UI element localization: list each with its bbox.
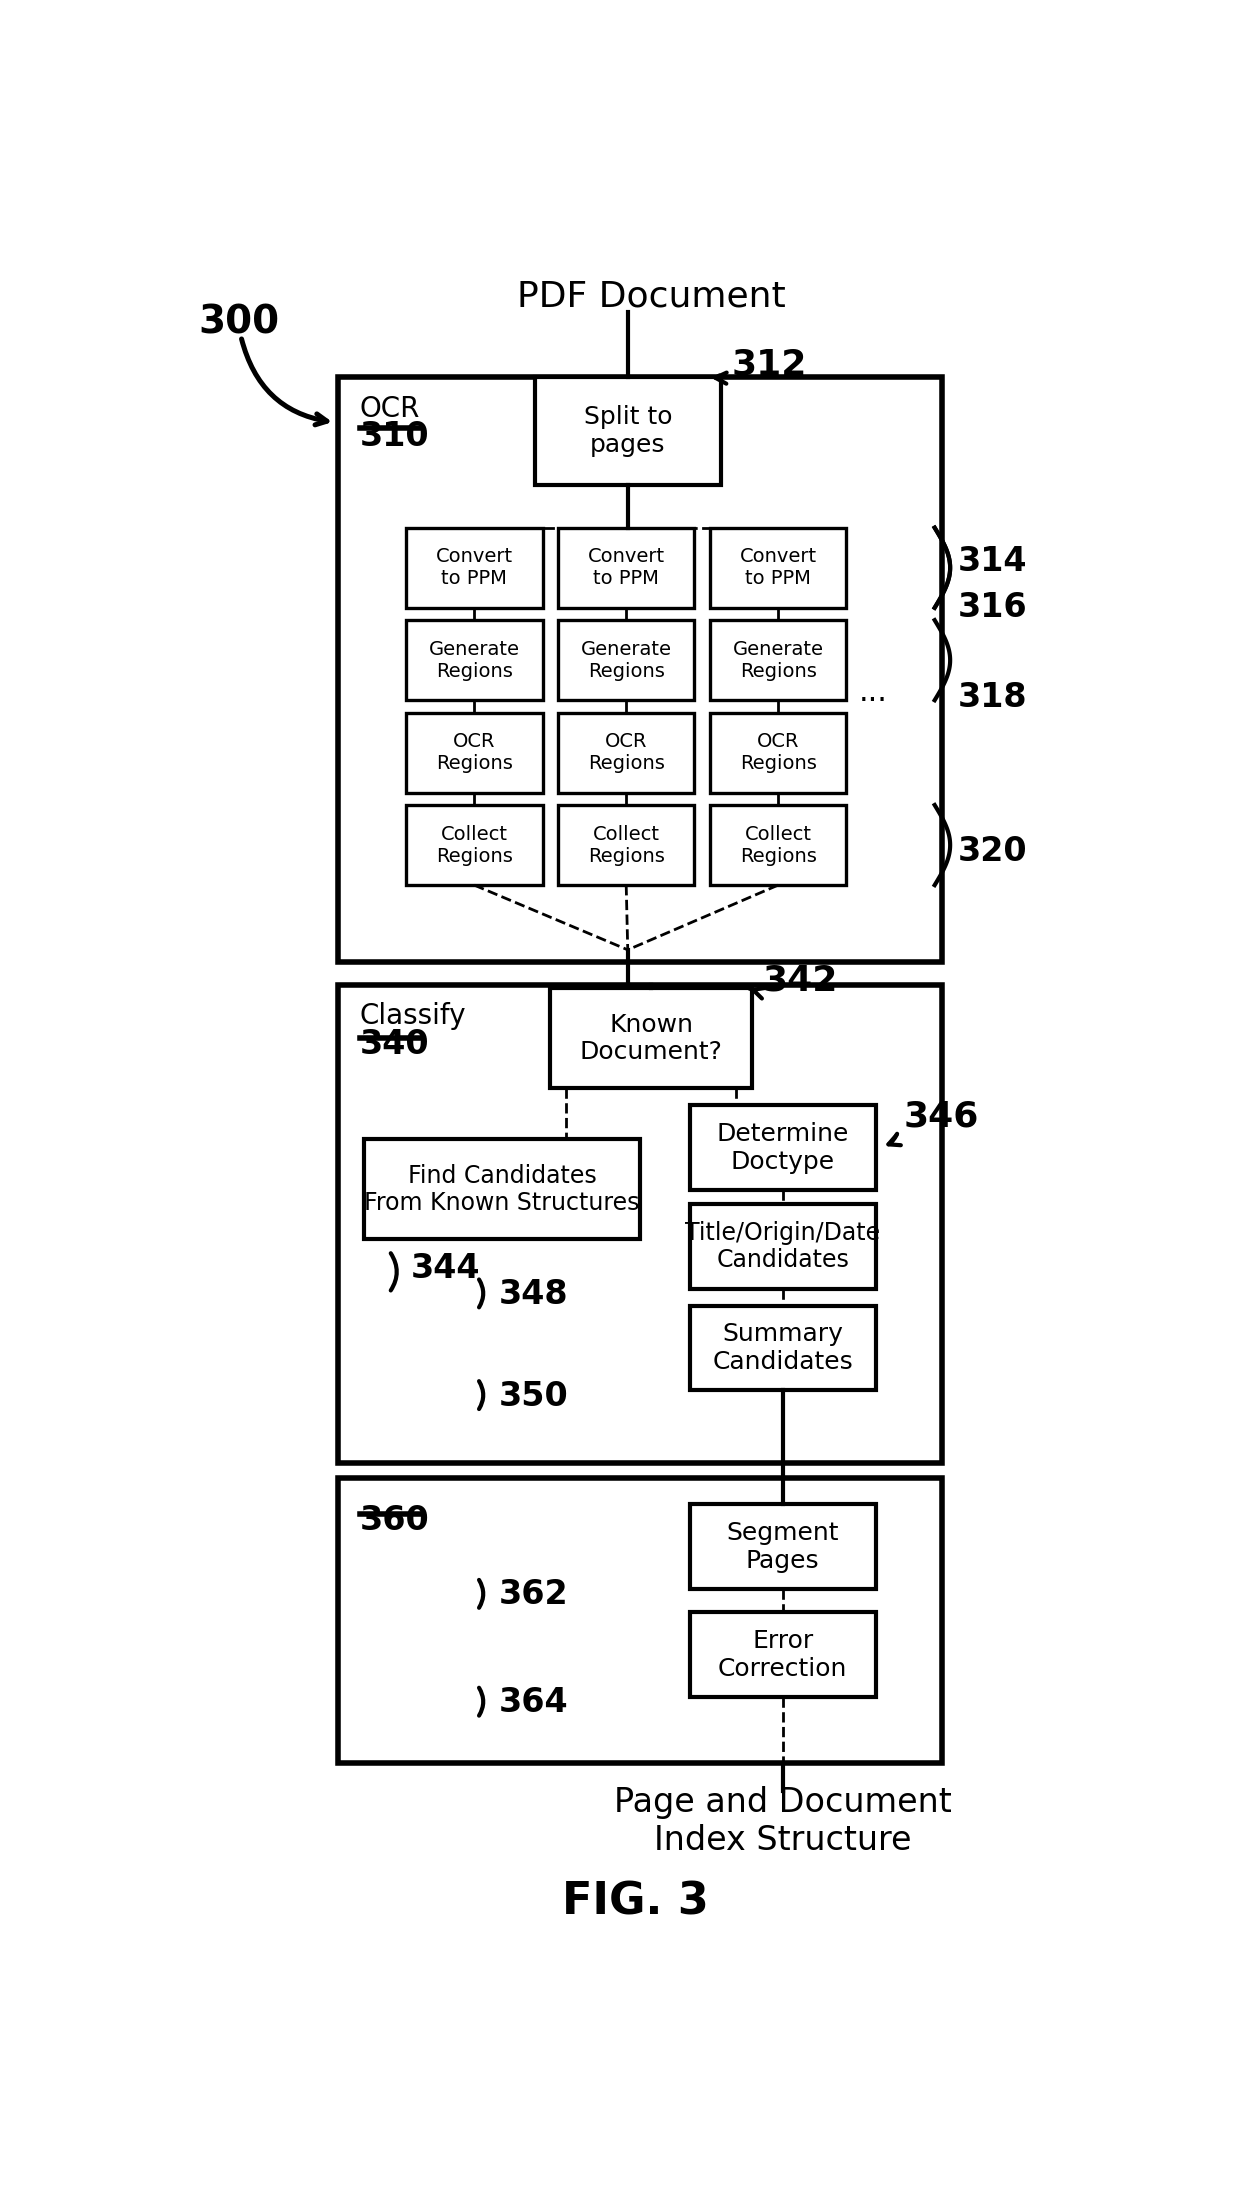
Bar [337,377,942,963]
Text: 318: 318 [957,681,1028,714]
Text: 340: 340 [360,1029,429,1062]
Bar [407,619,543,700]
Text: Segment
Pages: Segment Pages [727,1521,839,1572]
Bar [337,985,942,1462]
Bar [407,714,543,792]
Bar [551,989,751,1088]
Text: Split to
pages: Split to pages [584,405,672,458]
Text: Page and Document
Index Structure: Page and Document Index Structure [614,1786,951,1858]
Text: 342: 342 [763,963,838,998]
Text: ...: ... [858,679,888,707]
Text: 344: 344 [410,1252,480,1285]
Text: Convert
to PPM: Convert to PPM [588,547,665,589]
Bar [558,528,694,609]
Bar [689,1204,875,1289]
Text: 350: 350 [498,1379,569,1412]
Bar [709,619,846,700]
Text: Find Candidates
From Known Structures: Find Candidates From Known Structures [365,1165,640,1215]
Text: FIG. 3: FIG. 3 [562,1880,709,1924]
Text: Generate
Regions: Generate Regions [733,639,823,681]
Text: Known
Document?: Known Document? [579,1014,723,1064]
Text: PDF Document: PDF Document [517,280,785,313]
Bar [689,1105,875,1191]
Text: Error
Correction: Error Correction [718,1629,847,1681]
Text: Collect
Regions: Collect Regions [436,825,512,865]
Text: 314: 314 [957,545,1028,578]
Text: 300: 300 [198,304,279,341]
Text: Collect
Regions: Collect Regions [588,825,665,865]
Text: 360: 360 [360,1504,429,1537]
Bar [407,806,543,884]
Text: OCR
Regions: OCR Regions [740,731,816,773]
Bar [689,1613,875,1696]
Text: 310: 310 [360,420,429,453]
Bar [365,1138,640,1239]
Text: 312: 312 [732,348,807,381]
Text: Determine
Doctype: Determine Doctype [717,1123,849,1173]
Text: 320: 320 [957,834,1028,867]
Text: 348: 348 [498,1278,569,1311]
Bar [709,528,846,609]
Bar [558,806,694,884]
Bar [689,1504,875,1589]
Text: OCR
Regions: OCR Regions [588,731,665,773]
Bar [709,714,846,792]
Text: Generate
Regions: Generate Regions [580,639,672,681]
Text: Convert
to PPM: Convert to PPM [739,547,817,589]
Text: Summary
Candidates: Summary Candidates [712,1322,853,1375]
Text: 364: 364 [498,1686,569,1718]
Bar [534,377,720,484]
Text: 346: 346 [904,1099,980,1134]
Text: 362: 362 [498,1578,569,1611]
Text: Generate
Regions: Generate Regions [429,639,520,681]
Text: 316: 316 [957,591,1028,624]
Text: Collect
Regions: Collect Regions [740,825,816,865]
Bar [407,528,543,609]
Bar [337,1478,942,1764]
Text: Convert
to PPM: Convert to PPM [435,547,513,589]
Bar [558,619,694,700]
Text: Classify: Classify [360,1003,466,1031]
Text: OCR
Regions: OCR Regions [436,731,512,773]
Bar [558,714,694,792]
Bar [709,806,846,884]
Bar [689,1305,875,1390]
Text: Title/Origin/Date
Candidates: Title/Origin/Date Candidates [686,1221,880,1272]
Text: OCR: OCR [360,396,420,422]
